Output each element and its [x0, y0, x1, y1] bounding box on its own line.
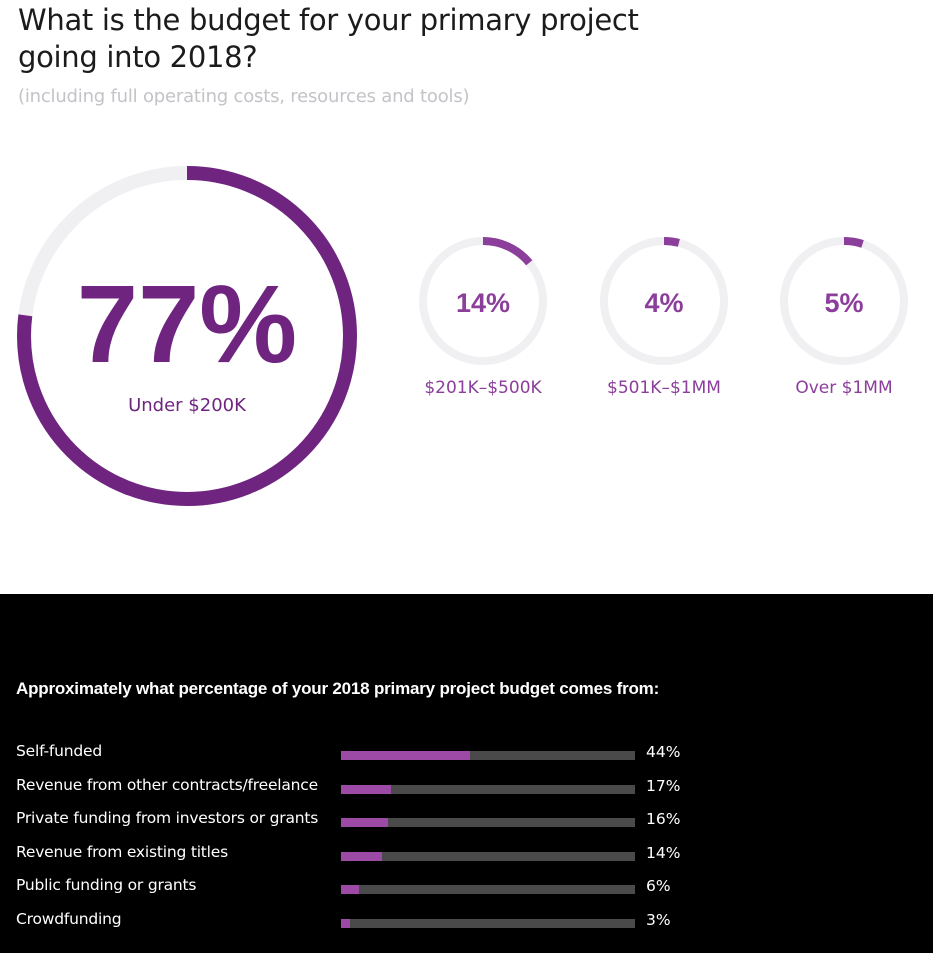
- bar-fill: [341, 785, 391, 794]
- donut-percent-label: 4%: [644, 288, 683, 318]
- bar-category-label: Revenue from other contracts/freelance: [16, 776, 318, 794]
- budget-question-subtitle: (including full operating costs, resourc…: [18, 86, 470, 107]
- donut-percent-label: 5%: [824, 288, 863, 318]
- donut-slice-201k-500k: [419, 237, 547, 365]
- bar-track: [341, 919, 635, 928]
- funding-section: Approximately what percentage of your 20…: [0, 594, 933, 953]
- bar-category-label: Revenue from existing titles: [16, 843, 228, 861]
- bar-category-label: Crowdfunding: [16, 910, 122, 928]
- bar-category-label: Public funding or grants: [16, 876, 197, 894]
- donut-percent-label: 14%: [456, 288, 510, 318]
- donut-over-1mm: 5% Over $1MM: [780, 237, 908, 398]
- bar-category-label: Self-funded: [16, 742, 103, 760]
- bar-value-label: 17%: [646, 777, 681, 795]
- bar-fill: [341, 751, 471, 760]
- bar-value-label: 6%: [646, 877, 671, 895]
- bar-row: Crowdfunding 3%: [0, 910, 933, 930]
- bar-fill: [341, 885, 359, 894]
- bar-row: Self-funded 44%: [0, 742, 933, 762]
- bar-value-label: 44%: [646, 743, 681, 761]
- donut-201k-500k: 14% $201K–$500K: [419, 237, 547, 398]
- bar-row: Revenue from existing titles 14%: [0, 843, 933, 863]
- donut-category-label: $201K–$500K: [424, 378, 542, 398]
- bar-track: [341, 818, 635, 827]
- bar-row: Private funding from investors or grants…: [0, 809, 933, 829]
- bar-row: Public funding or grants 6%: [0, 876, 933, 896]
- bar-value-label: 16%: [646, 810, 681, 828]
- bar-fill: [341, 818, 389, 827]
- donut-501k-1mm: 4% $501K–$1MM: [600, 237, 728, 398]
- donut-slice-under-200k: [17, 166, 357, 506]
- bar-value-label: 3%: [646, 911, 671, 929]
- donut-category-label: Under $200K: [128, 395, 247, 416]
- funding-question-title: Approximately what percentage of your 20…: [16, 679, 660, 698]
- donut-percent-label: 77%: [77, 263, 297, 386]
- donut-slice-over-1mm: [780, 237, 908, 365]
- bar-row: Revenue from other contracts/freelance 17…: [0, 776, 933, 796]
- budget-question-title: What is the budget for your primary proj…: [18, 3, 639, 74]
- donut-category-label: Over $1MM: [795, 378, 892, 398]
- bar-track: [341, 751, 635, 760]
- budget-section: What is the budget for your primary proj…: [17, 3, 908, 506]
- donut-slice-501k-1mm: [600, 237, 728, 365]
- donut-under-200k: 77% Under $200K: [17, 166, 357, 506]
- bar-category-label: Private funding from investors or grants: [16, 809, 319, 827]
- bar-track: [341, 852, 635, 861]
- bar-track: [341, 885, 635, 894]
- budget-donut-charts: 77% Under $200K 14% $201K–$500K 4% $501K–$1MM…: [17, 166, 908, 506]
- donut-category-label: $501K–$1MM: [607, 378, 721, 398]
- bar-track: [341, 785, 635, 794]
- bar-fill: [341, 919, 350, 928]
- bar-value-label: 14%: [646, 844, 681, 862]
- bar-fill: [341, 852, 383, 861]
